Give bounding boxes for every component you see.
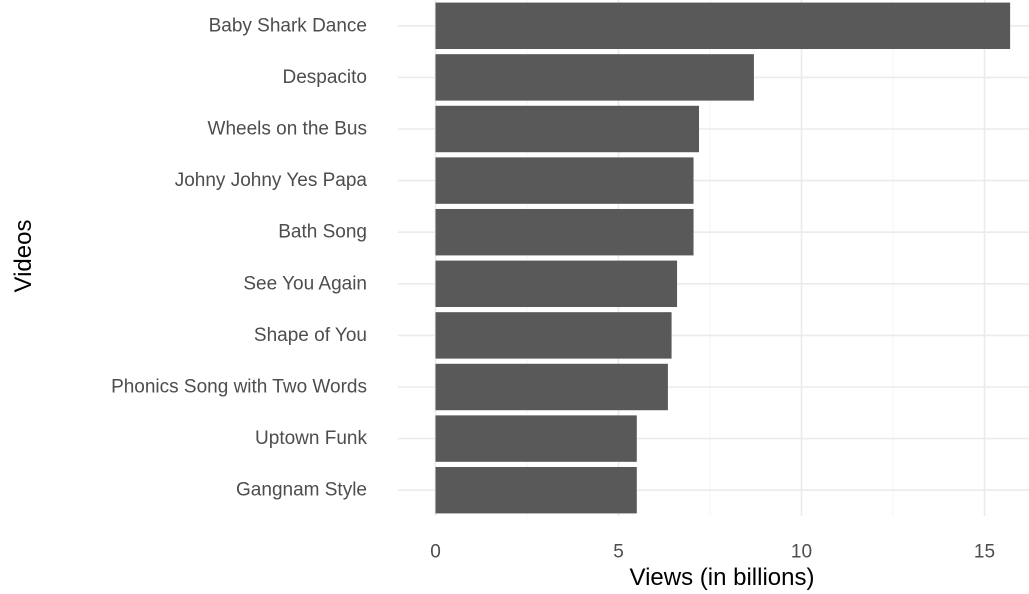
x-tick-layer: 0 5 10 15 <box>430 542 995 563</box>
category-label-0: Baby Shark Dance <box>209 15 367 36</box>
bar-2 <box>435 105 700 153</box>
x-tick-label-0: 0 <box>430 542 441 563</box>
bar-7 <box>435 363 668 411</box>
bar-4 <box>435 208 694 256</box>
bar-1 <box>435 54 754 101</box>
x-axis-title: Views (in billions) <box>630 564 815 591</box>
category-label-6: Shape of You <box>254 325 367 346</box>
bar-9 <box>435 466 637 514</box>
category-label-7: Phonics Song with Two Words <box>111 377 367 398</box>
category-label-8: Uptown Funk <box>255 428 367 449</box>
category-label-9: Gangnam Style <box>236 480 367 501</box>
x-tick-label-3: 15 <box>974 542 995 563</box>
bar-6 <box>435 312 672 359</box>
category-label-layer: Baby Shark Dance Despacito Wheels on the B… <box>111 15 367 500</box>
category-label-1: Despacito <box>283 67 368 88</box>
x-tick-label-1: 5 <box>613 542 624 563</box>
x-tick-label-2: 10 <box>791 542 812 563</box>
bar-3 <box>435 157 694 204</box>
y-axis-title: Videos <box>10 220 37 293</box>
category-label-3: Johny Johny Yes Papa <box>175 170 368 191</box>
bar-layer <box>435 2 1011 514</box>
category-label-4: Bath Song <box>278 222 367 243</box>
category-label-2: Wheels on the Bus <box>208 119 367 140</box>
bar-5 <box>435 260 678 308</box>
bar-8 <box>435 415 637 462</box>
bar-0 <box>435 2 1011 50</box>
category-label-5: See You Again <box>243 273 367 294</box>
